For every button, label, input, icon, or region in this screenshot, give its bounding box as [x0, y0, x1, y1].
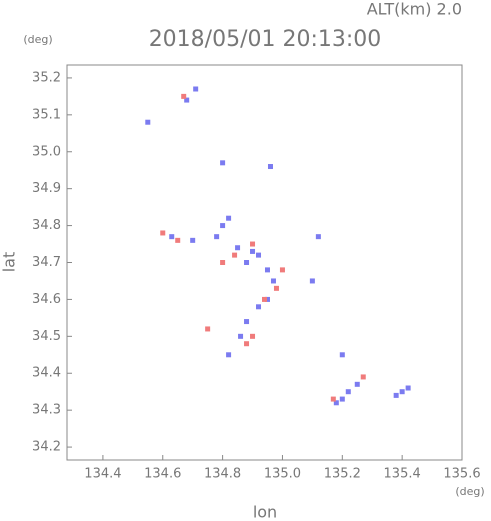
echo-point [256, 304, 262, 310]
x-tick-label: 134.6 [144, 467, 181, 482]
y-tick-label: 34.7 [32, 255, 61, 270]
echo-point [360, 374, 366, 380]
echo-point [220, 160, 226, 166]
echo-point [232, 252, 238, 258]
echo-point [264, 267, 270, 273]
echo-point [238, 333, 244, 339]
echo-point [262, 296, 267, 302]
echo-point [226, 215, 232, 221]
echo-point [145, 119, 151, 125]
echo-point [181, 93, 187, 99]
echo-point [190, 237, 196, 243]
y-axis-label: lat [0, 252, 19, 273]
echo-point [330, 396, 336, 402]
y-tick-label: 35.2 [32, 70, 61, 85]
x-tick-label: 134.4 [84, 467, 121, 482]
echo-point [244, 319, 250, 325]
echo-point [235, 245, 241, 251]
echo-point [175, 237, 181, 243]
echo-point [250, 241, 256, 247]
echo-point [315, 234, 321, 240]
y-tick-label: 35.1 [32, 107, 61, 122]
plot-frame [66, 64, 463, 461]
y-tick-label: 34.3 [32, 403, 61, 418]
subtitle: ALT(km) 2.0 [367, 0, 462, 19]
echo-point [333, 400, 339, 406]
y-tick-label: 34.4 [32, 366, 61, 381]
echo-point [193, 86, 199, 92]
echo-point [339, 352, 345, 358]
x-axis-label: lon [253, 503, 277, 521]
echo-point [256, 252, 262, 258]
x-tick-label: 135.0 [264, 467, 301, 482]
echo-point [279, 267, 285, 273]
y-tick-label: 34.6 [32, 292, 61, 307]
echo-point [264, 296, 270, 302]
y-tick-label: 34.9 [32, 181, 61, 196]
echo-point [339, 396, 345, 402]
echo-point [273, 285, 279, 291]
echo-point [220, 223, 226, 229]
x-tick-label: 135.4 [384, 467, 421, 482]
echo-point [169, 234, 175, 240]
echo-point [205, 326, 211, 332]
echo-point [160, 230, 166, 236]
echo-point [393, 392, 399, 398]
x-tick-label: 134.8 [204, 467, 241, 482]
echo-point [250, 333, 256, 339]
echo-point [220, 260, 226, 265]
y-tick-label: 34.2 [32, 440, 61, 455]
echo-point [214, 234, 220, 240]
echo-point [244, 260, 250, 265]
echo-point [267, 164, 273, 170]
echo-point [270, 278, 276, 284]
echo-point [226, 352, 232, 358]
echo-point [184, 97, 190, 103]
echo-point [354, 381, 360, 387]
chart-title: 2018/05/01 20:13:00 [149, 27, 382, 52]
x-tick-label: 135.6 [443, 467, 480, 482]
y-unit: (deg) [23, 33, 52, 46]
echo-point [399, 389, 405, 395]
echo-point [250, 248, 256, 254]
echo-point [345, 389, 351, 395]
x-tick-label: 135.2 [324, 467, 361, 482]
echo-point [309, 278, 315, 284]
y-tick-label: 34.5 [32, 329, 61, 344]
y-tick-label: 34.8 [32, 218, 61, 233]
x-unit: (deg) [455, 485, 484, 498]
echo-point [244, 341, 250, 347]
echo-point [405, 385, 411, 391]
y-tick-label: 35.0 [32, 144, 61, 159]
